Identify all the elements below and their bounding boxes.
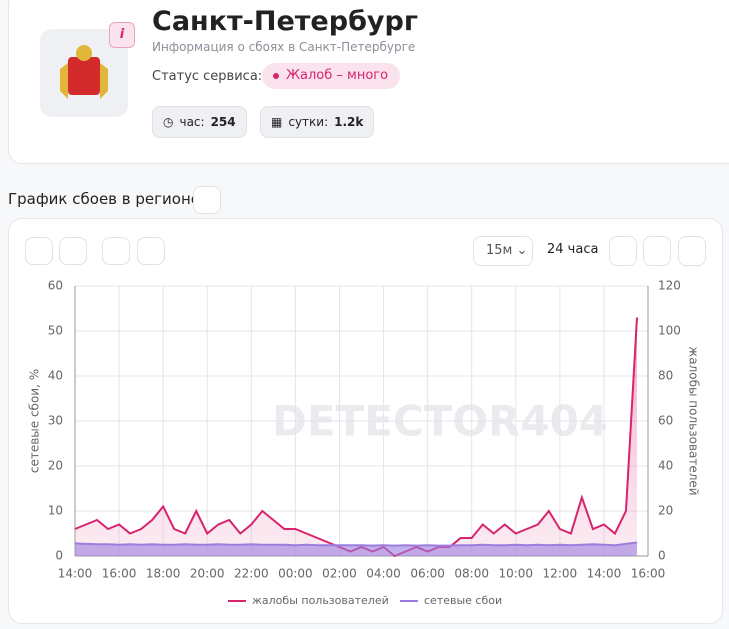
y2-tick-label: 60	[658, 414, 673, 428]
range: 24 часа	[547, 242, 599, 257]
section-title: График сбоев в регионе	[8, 190, 200, 208]
interval: 15м	[486, 243, 513, 258]
y-tick-label: 0	[55, 549, 63, 563]
x-tick-label: 22:00	[234, 567, 269, 581]
stat-label: сутки:	[288, 115, 329, 129]
subtitle: Информация о сбоях в Санкт-Петербурге	[152, 40, 416, 54]
y2-tick-label: 0	[658, 549, 666, 563]
y2-axis-label: жалобы пользователей	[687, 346, 701, 495]
title: Санкт-Петербург	[152, 6, 418, 37]
x-tick-label: 14:00	[587, 567, 622, 581]
x-tick-label: 20:00	[190, 567, 225, 581]
stat-value: 254	[210, 115, 236, 129]
y-tick-label: 10	[48, 504, 63, 518]
x-tick-label: 16:00	[102, 567, 137, 581]
y2-tick-label: 80	[658, 369, 673, 383]
db-button[interactable]	[59, 237, 87, 265]
series-line	[74, 541, 638, 547]
calendar-button[interactable]	[643, 236, 671, 266]
y-tick-label: 20	[48, 459, 63, 473]
x-tick-label: 14:00	[58, 567, 93, 581]
camera-button[interactable]	[25, 237, 53, 265]
series-area	[75, 317, 637, 556]
info-badge[interactable]: i	[109, 22, 135, 48]
stat-label: час:	[179, 115, 205, 129]
stat-chip: ▦ сутки: 1.2k	[260, 106, 375, 138]
status-label: Статус сервиса:	[152, 69, 263, 84]
x-tick-label: 00:00	[278, 567, 313, 581]
y2-tick-label: 100	[658, 324, 681, 338]
stat-value: 1.2k	[334, 115, 364, 129]
user-button[interactable]	[137, 237, 165, 265]
y-tick-label: 40	[48, 369, 63, 383]
x-tick-label: 12:00	[543, 567, 578, 581]
stat-chip: ◷ час: 254	[152, 106, 247, 138]
y2-tick-label: 40	[658, 459, 673, 473]
area-button[interactable]	[102, 237, 130, 265]
y2-tick-label: 120	[658, 279, 681, 293]
emblem	[60, 45, 108, 99]
x-tick-label: 02:00	[322, 567, 357, 581]
y-tick-label: 30	[48, 414, 63, 428]
y-tick-label: 50	[48, 324, 63, 338]
x-tick-label: 10:00	[498, 567, 533, 581]
legend-label: сетевые сбои	[424, 594, 502, 607]
x-tick-label: 18:00	[146, 567, 181, 581]
status: Жалоб – много	[286, 68, 389, 83]
x-tick-label: 08:00	[454, 567, 489, 581]
x-tick-label: 16:00	[631, 567, 666, 581]
monitor-button[interactable]	[193, 186, 221, 214]
logo	[40, 29, 128, 117]
x-tick-label: 06:00	[410, 567, 445, 581]
y2-tick-label: 20	[658, 504, 673, 518]
next-button[interactable]	[678, 236, 706, 266]
status-pill: Жалоб – много	[262, 63, 401, 89]
x-tick-label: 04:00	[366, 567, 401, 581]
interval-select[interactable]: 15м ⌄	[473, 236, 533, 266]
y-tick-label: 60	[48, 279, 63, 293]
y-axis-label: сетевые сбои, %	[28, 369, 42, 473]
legend-label: жалобы пользователей	[252, 594, 389, 607]
prev-button[interactable]	[609, 236, 637, 266]
